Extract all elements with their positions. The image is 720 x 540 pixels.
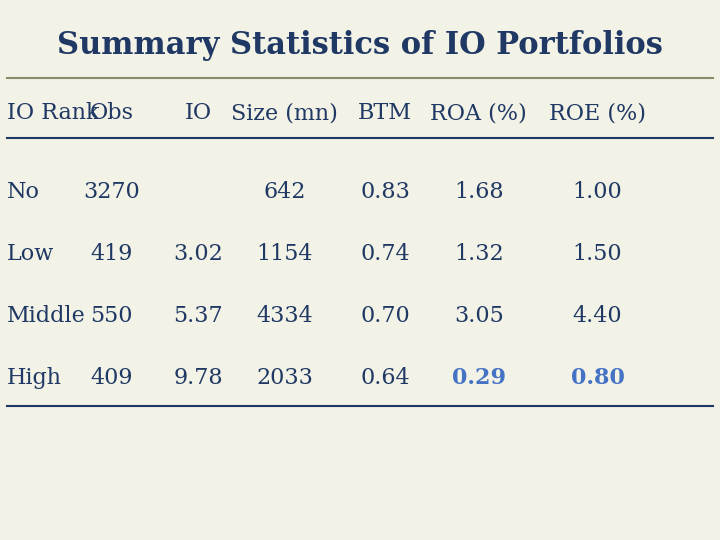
Text: 0.80: 0.80	[571, 367, 624, 389]
Text: 550: 550	[90, 305, 133, 327]
Text: 642: 642	[264, 181, 305, 202]
Text: 1.50: 1.50	[573, 243, 622, 265]
Text: Summary Statistics of IO Portfolios: Summary Statistics of IO Portfolios	[57, 30, 663, 62]
Text: 3270: 3270	[84, 181, 140, 202]
Text: Obs: Obs	[89, 103, 134, 124]
Text: 0.64: 0.64	[361, 367, 410, 389]
Text: 0.29: 0.29	[452, 367, 505, 389]
Text: 1154: 1154	[256, 243, 312, 265]
Text: 0.83: 0.83	[360, 181, 410, 202]
Text: 409: 409	[90, 367, 133, 389]
Text: Size (mn): Size (mn)	[231, 103, 338, 124]
Text: 1.00: 1.00	[572, 181, 623, 202]
Text: Middle: Middle	[7, 305, 86, 327]
Text: 3.05: 3.05	[454, 305, 504, 327]
Text: 4334: 4334	[256, 305, 312, 327]
Text: IO: IO	[184, 103, 212, 124]
Text: ROA (%): ROA (%)	[431, 103, 527, 124]
Text: Low: Low	[7, 243, 55, 265]
Text: BTM: BTM	[359, 103, 413, 124]
Text: 419: 419	[91, 243, 132, 265]
Text: 0.74: 0.74	[361, 243, 410, 265]
Text: 0.70: 0.70	[360, 305, 410, 327]
Text: 1.32: 1.32	[454, 243, 503, 265]
Text: No: No	[7, 181, 40, 202]
Text: IO Rank: IO Rank	[7, 103, 99, 124]
Text: High: High	[7, 367, 62, 389]
Text: 9.78: 9.78	[174, 367, 222, 389]
Text: 5.37: 5.37	[174, 305, 222, 327]
Text: ROE (%): ROE (%)	[549, 103, 646, 124]
Text: 3.02: 3.02	[173, 243, 223, 265]
Text: 2033: 2033	[256, 367, 312, 389]
Text: 4.40: 4.40	[573, 305, 622, 327]
Text: 1.68: 1.68	[454, 181, 503, 202]
